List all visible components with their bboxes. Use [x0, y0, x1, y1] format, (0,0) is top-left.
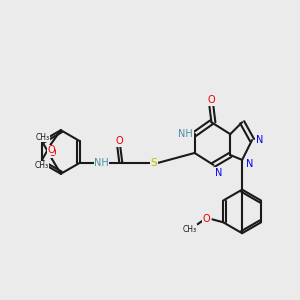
Text: N: N	[215, 168, 222, 178]
Text: O: O	[208, 95, 215, 106]
Text: CH₃: CH₃	[35, 161, 49, 170]
Text: O: O	[47, 145, 55, 155]
Text: N: N	[246, 159, 254, 169]
Text: N: N	[256, 135, 264, 145]
Text: O: O	[116, 136, 123, 146]
Text: S: S	[151, 158, 157, 168]
Text: CH₃: CH₃	[182, 225, 197, 234]
Text: CH₃: CH₃	[36, 133, 50, 142]
Text: O: O	[202, 214, 210, 224]
Text: NH: NH	[94, 158, 109, 168]
Text: NH: NH	[178, 129, 193, 139]
Text: O: O	[48, 148, 56, 158]
